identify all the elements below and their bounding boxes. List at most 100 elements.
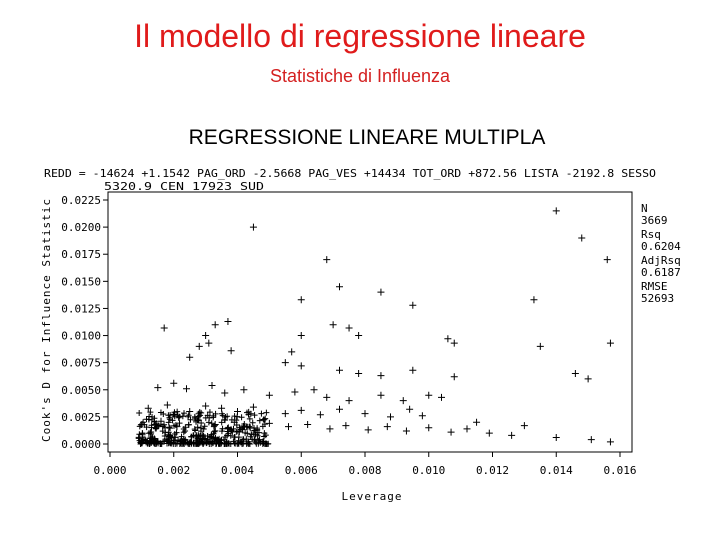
cluster-point [224, 425, 231, 432]
y-tick-label: 0.0200 [61, 221, 101, 234]
data-point [606, 339, 614, 347]
data-point [218, 404, 226, 412]
cluster-point [149, 413, 156, 420]
cluster-point [224, 413, 231, 420]
cluster-point [139, 430, 146, 437]
cluster-point [219, 412, 226, 419]
data-point [409, 366, 417, 374]
data-point [402, 427, 410, 435]
data-point [530, 296, 538, 304]
cluster-point [260, 416, 267, 423]
data-point [326, 425, 334, 433]
data-point [587, 436, 595, 444]
stat-value: 52693 [641, 292, 674, 305]
data-point [304, 420, 312, 428]
data-point [425, 424, 433, 432]
data-point [520, 422, 528, 430]
cluster-point [198, 419, 205, 426]
cluster-point [187, 416, 194, 423]
data-point [173, 423, 181, 431]
cluster-point [258, 410, 265, 417]
cluster-point [167, 432, 174, 439]
x-axis: 0.000 0.002 0.004 0.006 0.008 0.010 0.012 0.014… [93, 452, 637, 477]
y-tick-label: 0.0000 [61, 438, 101, 451]
cluster-point [263, 409, 270, 416]
cluster-point [245, 411, 252, 418]
cluster-point [219, 425, 226, 432]
data-point [355, 332, 363, 340]
cluster-point [160, 411, 167, 418]
data-point [438, 393, 445, 401]
data-point [450, 373, 458, 381]
cluster-point [255, 437, 262, 444]
data-point [345, 397, 353, 405]
data-point [285, 423, 292, 431]
cluster-point [153, 439, 160, 446]
cluster-point [227, 426, 234, 433]
cluster-point [166, 424, 173, 431]
cluster-point [181, 440, 188, 447]
stat-label: RMSE [641, 280, 668, 293]
cluster-point [197, 428, 204, 435]
data-point [211, 321, 219, 329]
cluster-point [251, 412, 258, 419]
data-point [387, 413, 394, 421]
x-tick-label: 0.000 [93, 464, 126, 477]
x-axis-label: Leverage [342, 490, 403, 503]
cluster-point [191, 426, 198, 433]
cluster-point [166, 414, 173, 421]
cluster-point [256, 436, 263, 443]
data-point [584, 375, 592, 383]
cluster-point [264, 440, 271, 447]
data-point [377, 391, 385, 399]
x-tick-label: 0.014 [540, 464, 573, 477]
y-tick-label: 0.0175 [61, 248, 101, 261]
data-point [183, 385, 190, 393]
x-tick-label: 0.010 [412, 464, 445, 477]
data-point [336, 366, 343, 374]
data-point [281, 410, 289, 418]
cluster-point [168, 440, 175, 447]
cluster-point [136, 431, 143, 438]
data-point [406, 405, 414, 413]
data-point [361, 410, 369, 418]
cluster-point [176, 420, 183, 427]
y-tick-label: 0.0225 [61, 194, 101, 207]
cluster-point [208, 420, 215, 427]
cluster-point [249, 436, 256, 443]
data-point [249, 223, 257, 231]
cluster-point [254, 432, 261, 439]
cluster-point [250, 430, 257, 437]
data-point [281, 359, 289, 367]
data-point [163, 401, 171, 409]
stat-label: AdjRsq [641, 254, 681, 267]
cluster-point [244, 430, 251, 437]
data-point [323, 393, 331, 401]
slide-subtitle: Statistiche di Influenza [269, 66, 451, 86]
data-point [224, 317, 232, 325]
y-tick-label: 0.0050 [61, 384, 101, 397]
cluster-point [247, 433, 254, 440]
data-point [447, 428, 455, 436]
y-tick-label: 0.0150 [61, 275, 101, 288]
cluster-point [224, 432, 231, 439]
cluster-point [259, 423, 266, 430]
cluster-point [153, 420, 160, 427]
data-point [234, 407, 241, 415]
cluster-point [206, 409, 213, 416]
cluster-point [203, 440, 210, 447]
cluster-point [239, 440, 246, 447]
cluster-point [256, 417, 263, 424]
cluster-point [157, 440, 164, 447]
cluster-point [249, 419, 256, 426]
x-tick-label: 0.012 [476, 464, 509, 477]
data-point [552, 433, 560, 441]
cluster-point [218, 419, 225, 426]
cluster-point [144, 440, 151, 447]
data-point [240, 386, 248, 394]
cluster-point [195, 413, 202, 420]
cluster-point [195, 439, 202, 446]
data-point [297, 362, 305, 370]
stat-label: Rsq [641, 228, 661, 241]
